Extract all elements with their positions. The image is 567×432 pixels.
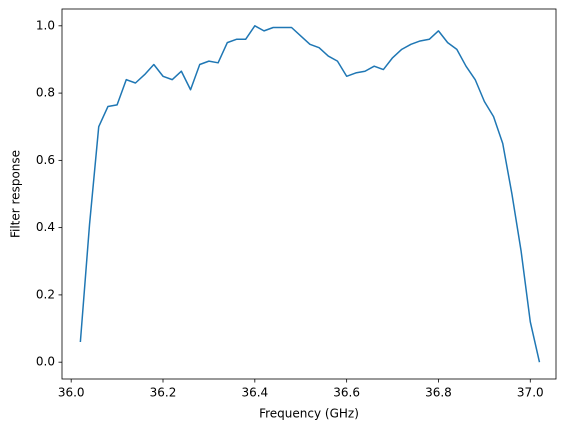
y-tick-label: 0.0 [36,355,55,369]
y-axis-label: Filter response [9,150,23,238]
x-tick-label: 37.0 [517,386,544,400]
plot-frame [61,8,557,380]
x-axis-label: Frequency (GHz) [259,407,359,421]
y-tick-label: 1.0 [36,18,55,32]
x-tick-label: 36.0 [58,386,85,400]
x-tick-label: 36.8 [425,386,452,400]
x-tick-label: 36.4 [241,386,268,400]
y-tick-label: 0.6 [36,153,55,167]
y-tick-label: 0.8 [36,86,55,100]
data-line [79,25,541,363]
y-tick-label: 0.4 [36,220,55,234]
y-tick-label: 0.2 [36,287,55,301]
x-tick-label: 36.6 [333,386,360,400]
x-tick-label: 36.2 [150,386,177,400]
